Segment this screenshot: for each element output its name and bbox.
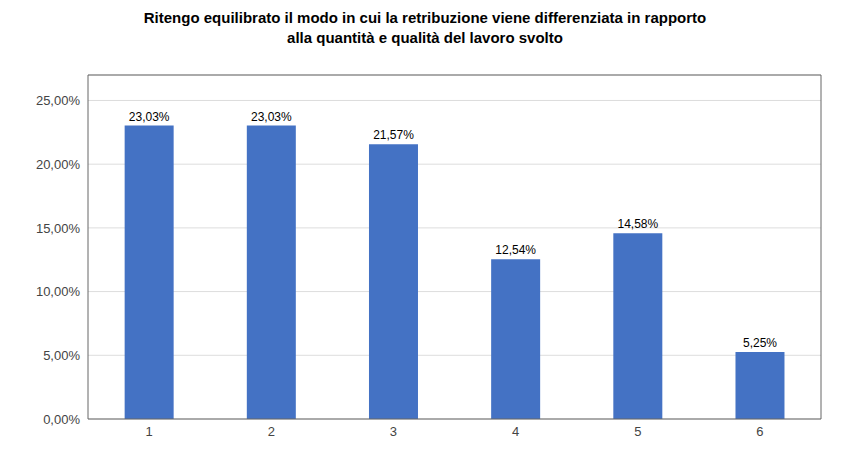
- svg-text:6: 6: [756, 424, 763, 439]
- svg-text:23,03%: 23,03%: [129, 110, 170, 124]
- svg-text:12,54%: 12,54%: [495, 243, 536, 257]
- svg-text:5,25%: 5,25%: [743, 336, 777, 350]
- svg-text:3: 3: [390, 424, 397, 439]
- svg-text:23,03%: 23,03%: [251, 110, 292, 124]
- svg-text:4: 4: [512, 424, 519, 439]
- svg-text:5: 5: [634, 424, 641, 439]
- svg-text:2: 2: [268, 424, 275, 439]
- html-text:alla quantità e qualità del la: alla quantità e qualità del lavoro svolt…: [287, 29, 563, 46]
- svg-text:5,00%: 5,00%: [43, 348, 80, 363]
- svg-text:25,00%: 25,00%: [36, 93, 81, 108]
- svg-text:15,00%: 15,00%: [36, 221, 81, 236]
- html-text:Ritengo equilibrato il modo in: Ritengo equilibrato il modo in cui la re…: [143, 9, 707, 26]
- svg-text:10,00%: 10,00%: [36, 284, 81, 299]
- svg-text:0,00%: 0,00%: [43, 412, 80, 427]
- svg-text:21,57%: 21,57%: [373, 128, 414, 142]
- svg-text:20,00%: 20,00%: [36, 157, 81, 172]
- svg-text:1: 1: [145, 424, 152, 439]
- svg-text:14,58%: 14,58%: [617, 217, 658, 231]
